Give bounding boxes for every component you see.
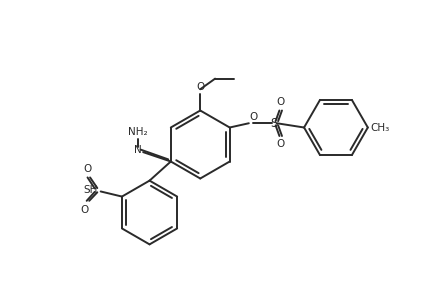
Text: CH₃: CH₃ [370, 122, 389, 132]
Text: O: O [196, 82, 204, 92]
Text: O: O [83, 164, 91, 174]
Text: SH: SH [83, 185, 98, 195]
Text: S: S [271, 117, 278, 130]
Text: O: O [250, 112, 258, 122]
Text: O: O [276, 97, 285, 107]
Text: N: N [134, 145, 141, 155]
Text: O: O [81, 205, 89, 215]
Text: O: O [276, 140, 285, 149]
Text: NH₂: NH₂ [128, 127, 147, 137]
